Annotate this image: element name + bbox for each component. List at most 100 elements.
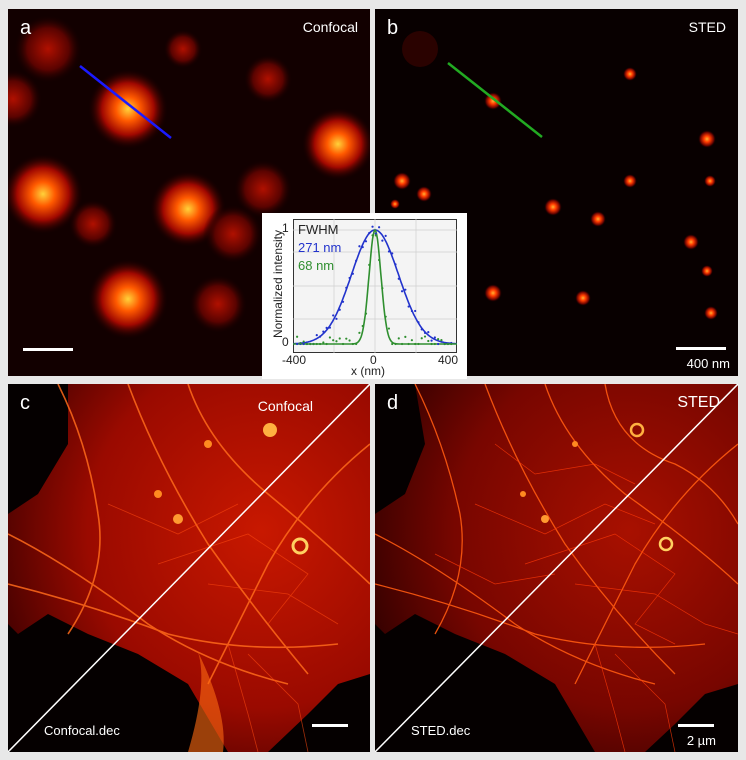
data-point (368, 263, 371, 266)
scale-bar-label: 400 nm (686, 356, 730, 371)
data-point (384, 315, 387, 318)
data-point (414, 309, 417, 313)
legend-title: FWHM (298, 222, 339, 237)
data-point (423, 331, 427, 335)
data-point (427, 339, 430, 343)
data-point (332, 314, 335, 317)
panel-label: Confocal (302, 19, 358, 35)
diagonal-divider (8, 384, 370, 752)
data-point (368, 231, 371, 235)
data-point (414, 342, 417, 346)
panel-d-sted-cell: d STED STED.dec 2 µm (375, 384, 738, 752)
data-point (427, 331, 430, 334)
panel-label-top: STED (677, 394, 720, 411)
data-point (443, 342, 446, 346)
y-axis-label: Normalized intensity (271, 229, 285, 339)
data-point (351, 272, 354, 275)
x-tick-label: 0 (370, 353, 377, 367)
data-point (328, 326, 331, 329)
data-point (315, 334, 318, 337)
data-point (433, 336, 436, 339)
data-point (394, 263, 397, 266)
panel-letter: b (387, 17, 399, 39)
data-point (423, 335, 427, 338)
data-point (381, 239, 384, 242)
legend-series-sted: 68 nm (298, 258, 335, 273)
data-point (378, 258, 381, 262)
data-point (296, 335, 299, 338)
data-point (420, 328, 423, 331)
data-point (325, 342, 328, 346)
data-point (378, 226, 381, 229)
data-point (381, 287, 384, 290)
panel-letter: c (20, 392, 30, 414)
data-point (355, 342, 358, 346)
scale-bar (23, 348, 73, 351)
data-point (391, 252, 394, 255)
data-point (312, 342, 315, 346)
y-tick-label: 1 (282, 221, 289, 235)
data-point (404, 335, 407, 338)
data-point (296, 342, 299, 346)
data-point (450, 342, 453, 346)
data-point (318, 342, 322, 346)
data-point (348, 276, 351, 280)
data-point (394, 342, 397, 346)
x-tick-label: -400 (282, 353, 307, 367)
data-point (400, 342, 404, 346)
data-point (410, 309, 413, 313)
data-point (371, 225, 374, 228)
data-point (397, 277, 400, 280)
profile-plot (293, 219, 457, 353)
data-point (361, 324, 364, 328)
data-point (302, 342, 305, 346)
data-point (328, 336, 331, 339)
data-point (407, 305, 410, 308)
panel-label: STED (688, 19, 726, 35)
data-point (430, 339, 433, 342)
data-point (341, 300, 345, 303)
panel-label-bottom: Confocal.dec (44, 723, 120, 738)
data-point (433, 342, 436, 346)
data-point (315, 342, 318, 346)
panel-label-bottom: STED.dec (411, 723, 471, 738)
data-point (338, 308, 341, 311)
data-point (345, 337, 348, 340)
data-point (384, 234, 387, 237)
data-point (355, 259, 358, 262)
data-point (400, 290, 404, 293)
data-point (341, 342, 345, 346)
x-axis-label: x (nm) (351, 364, 385, 378)
data-point (446, 342, 450, 346)
data-point (318, 335, 322, 338)
data-point (440, 339, 443, 342)
data-point (420, 337, 423, 340)
data-point (299, 342, 302, 345)
data-point (437, 338, 440, 341)
scale-bar (678, 724, 714, 727)
confocal-profile-line (79, 65, 172, 139)
intensity-profile-inset: FWHM 271 nm 68 nm Normalized intensity 1… (262, 213, 467, 379)
panel-letter: d (387, 392, 399, 414)
data-point (410, 339, 413, 342)
diagonal-divider (375, 384, 738, 752)
data-point (404, 288, 407, 291)
data-point (305, 342, 309, 346)
data-point (387, 327, 391, 330)
data-point (387, 250, 391, 253)
y-tick-label: 0 (282, 335, 289, 349)
scale-bar-label: 2 µm (686, 733, 716, 748)
data-point (302, 340, 305, 343)
data-point (322, 341, 325, 344)
data-point (338, 337, 341, 340)
data-point (374, 234, 377, 237)
legend-series-confocal: 271 nm (298, 240, 342, 255)
sted-profile-line (447, 62, 543, 138)
x-tick-label: 400 (438, 353, 459, 367)
panel-letter: a (20, 17, 32, 39)
data-point (374, 232, 377, 235)
panel-c-confocal-cell: c Confocal Confocal.dec (8, 384, 370, 752)
data-point (332, 339, 335, 342)
data-point (358, 245, 361, 248)
data-point (325, 326, 328, 330)
